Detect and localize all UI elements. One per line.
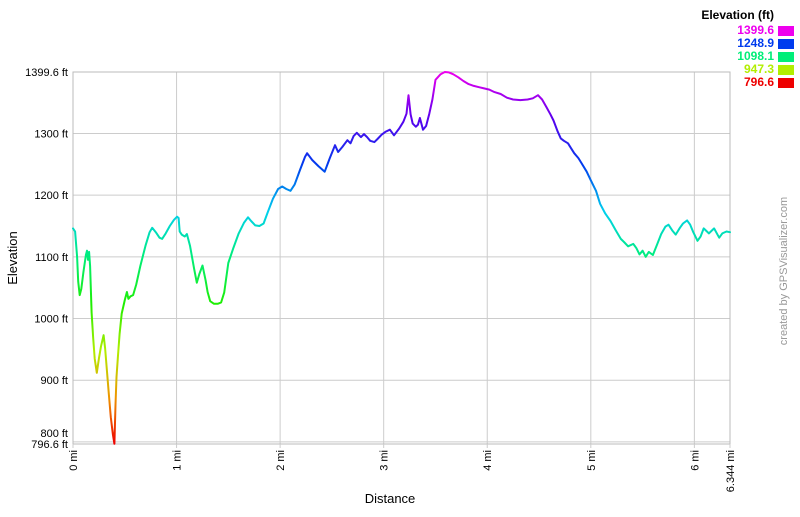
elevation-line bbox=[72, 71, 731, 445]
legend-entry: 1098.1 bbox=[701, 50, 794, 63]
legend-title: Elevation (ft) bbox=[701, 8, 774, 22]
x-axis-title: Distance bbox=[364, 491, 416, 506]
plot-border bbox=[72, 71, 731, 445]
y-tick-label: 1000 ft bbox=[34, 314, 68, 326]
x-tick-label: 5 mi bbox=[586, 450, 598, 471]
legend-swatch-icon bbox=[778, 38, 794, 49]
y-tick-label: 1399.6 ft bbox=[25, 67, 68, 79]
legend-value: 1399.6 bbox=[737, 23, 774, 37]
legend-entry: 796.6 bbox=[701, 76, 794, 89]
y-axis-title: Elevation bbox=[5, 231, 20, 285]
y-tick-label: 796.6 ft bbox=[31, 439, 68, 451]
x-tick-label: 6 mi bbox=[689, 450, 701, 471]
legend-value: 1098.1 bbox=[737, 49, 774, 63]
y-tick-label: 800 ft bbox=[40, 428, 68, 440]
legend-entry: 1399.6 bbox=[701, 24, 794, 37]
legend-entry: 1248.9 bbox=[701, 37, 794, 50]
legend-value: 1248.9 bbox=[737, 36, 774, 50]
x-tick-label: 3 mi bbox=[379, 450, 391, 471]
y-tick-label: 900 ft bbox=[40, 375, 68, 387]
x-tick-label: 4 mi bbox=[482, 450, 494, 471]
x-tick-label: 1 mi bbox=[172, 450, 184, 471]
legend-value: 947.3 bbox=[743, 62, 774, 76]
legend-value: 796.6 bbox=[743, 75, 774, 89]
legend-swatch-icon bbox=[778, 51, 794, 62]
legend-swatch-icon bbox=[778, 77, 794, 88]
y-tick-label: 1100 ft bbox=[35, 252, 68, 264]
legend-swatch-icon bbox=[778, 64, 794, 75]
legend: Elevation (ft) 1399.6 1248.9 1098.1 947.… bbox=[701, 8, 794, 89]
x-tick-label: 6.344 mi bbox=[725, 450, 737, 492]
y-tick-label: 1300 ft bbox=[34, 128, 68, 140]
legend-swatch-icon bbox=[778, 25, 794, 36]
legend-entry: 947.3 bbox=[701, 63, 794, 76]
x-tick-label: 2 mi bbox=[275, 450, 287, 471]
x-tick-label: 0 mi bbox=[68, 450, 80, 471]
y-tick-label: 1200 ft bbox=[34, 190, 68, 202]
credit-text: created by GPSVisualizer.com bbox=[778, 196, 790, 346]
